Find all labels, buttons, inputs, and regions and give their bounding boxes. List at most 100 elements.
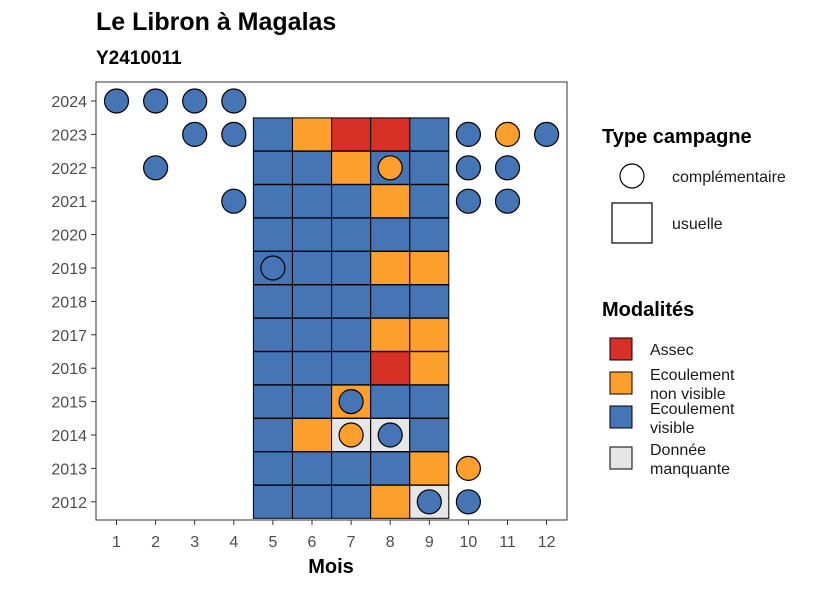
square-2014-m9 — [409, 418, 450, 452]
x-tick-label-6: 6 — [308, 534, 317, 551]
legend-circle-symbol — [619, 163, 645, 189]
legend-type: Type campagne complémentaire usuelle — [602, 126, 786, 244]
square-2017-m6 — [292, 317, 332, 352]
square-2018-m8 — [370, 284, 411, 319]
square-2012-m7 — [331, 484, 372, 519]
legend-key-visible — [609, 405, 633, 429]
square-2020-m8 — [370, 217, 411, 252]
circle-2023-m4 — [221, 121, 247, 147]
circle-2023-m3 — [182, 121, 208, 147]
legend-label-nonvisible-1: non visible — [650, 386, 726, 403]
legend-key-nonvisible — [609, 371, 633, 395]
circle-2024-m2 — [143, 88, 169, 114]
square-2020-m7 — [331, 217, 372, 252]
x-tick-label-10: 10 — [460, 534, 478, 551]
square-2015-m6 — [292, 384, 332, 419]
x-tick-label-3: 3 — [190, 534, 199, 551]
legend-label-nonvisible-0: Ecoulement — [650, 367, 735, 384]
x-tick-label-9: 9 — [425, 534, 434, 551]
square-2021-m5 — [252, 184, 293, 219]
square-2012-m5 — [252, 484, 293, 519]
y-tick-label-2022: 2022 — [51, 161, 87, 178]
legend-type-label-usuelle: usuelle — [672, 216, 723, 233]
y-tick-label-2016: 2016 — [51, 361, 87, 378]
circle-2021-m10 — [455, 188, 481, 214]
legend-label-visible-1: visible — [650, 420, 695, 437]
square-2018-m6 — [292, 284, 332, 319]
square-2017-m9 — [409, 317, 450, 352]
circle-2024-m3 — [182, 88, 208, 114]
square-2018-m5 — [252, 284, 293, 319]
square-2017-m8 — [370, 317, 411, 352]
square-2021-m8 — [370, 184, 411, 219]
circle-2021-m11 — [494, 188, 521, 214]
square-2012-m8 — [370, 484, 411, 519]
square-2014-m6 — [292, 418, 332, 452]
circle-2019-m5 — [260, 255, 286, 281]
chart-title: Le Libron à Magalas — [96, 8, 336, 36]
square-2018-m9 — [409, 284, 450, 319]
square-2023-m8 — [370, 117, 411, 152]
square-2019-m6 — [292, 251, 332, 285]
circle-2014-m8 — [377, 422, 403, 448]
circle-2024-m4 — [221, 88, 247, 114]
circle-2015-m7 — [338, 389, 364, 415]
square-2013-m9 — [409, 451, 450, 486]
square-2014-m5 — [252, 418, 293, 452]
y-tick-label-2014: 2014 — [51, 428, 87, 445]
x-axis-title: Mois — [308, 556, 354, 578]
x-tick-label-7: 7 — [347, 534, 356, 551]
squares-layer — [252, 117, 450, 519]
square-2023-m7 — [331, 117, 372, 152]
y-tick-label-2021: 2021 — [51, 194, 87, 211]
square-2013-m7 — [331, 451, 372, 486]
square-2013-m8 — [370, 451, 411, 486]
x-tick-label-5: 5 — [268, 534, 277, 551]
x-tick-label-1: 1 — [112, 534, 121, 551]
y-axis: 2024 2023 2022 2021 2020 2019 2018 2017 2016 2015… — [51, 94, 96, 512]
y-tick-label-2020: 2020 — [51, 228, 87, 245]
y-tick-label-2023: 2023 — [51, 127, 87, 144]
legend-type-label-complementaire: complémentaire — [672, 169, 786, 186]
y-tick-label-2015: 2015 — [51, 395, 87, 412]
square-2022-m7 — [331, 150, 372, 185]
legend-modalites-title: Modalités — [602, 299, 694, 321]
square-2015-m8 — [370, 384, 411, 419]
circle-2024-m1 — [103, 88, 130, 114]
x-tick-label-12: 12 — [538, 534, 556, 551]
circle-2023-m10 — [455, 121, 481, 147]
square-2021-m6 — [292, 184, 332, 219]
chart-subtitle: Y2410011 — [96, 48, 182, 69]
square-2023-m9 — [409, 117, 450, 152]
legend-key-missing — [609, 446, 633, 470]
square-2015-m9 — [409, 384, 450, 419]
square-2019-m7 — [331, 251, 372, 285]
square-2022-m6 — [292, 150, 332, 185]
circle-2022-m11 — [494, 155, 521, 181]
y-tick-label-2012: 2012 — [51, 495, 87, 512]
circle-2022-m8 — [377, 155, 403, 181]
square-2017-m5 — [252, 317, 293, 352]
square-2016-m8 — [370, 351, 411, 386]
circle-2023-m12 — [533, 121, 560, 147]
circle-2013-m10 — [455, 455, 481, 481]
square-2020-m5 — [252, 217, 293, 252]
y-tick-label-2024: 2024 — [51, 94, 87, 111]
y-tick-label-2018: 2018 — [51, 294, 87, 311]
x-axis: 1 2 3 4 5 6 7 8 9 10 11 12 — [112, 520, 556, 551]
circles-layer — [103, 88, 560, 515]
square-2019-m9 — [409, 251, 450, 285]
legend-square-symbol — [611, 202, 653, 244]
square-2021-m9 — [409, 184, 450, 219]
circle-2012-m9 — [416, 489, 442, 515]
x-tick-label-11: 11 — [499, 534, 516, 551]
square-2016-m7 — [331, 351, 372, 386]
square-2023-m6 — [292, 117, 332, 152]
circle-2022-m10 — [455, 155, 481, 181]
circle-2022-m2 — [143, 155, 169, 181]
square-2016-m6 — [292, 351, 332, 386]
legend-label-missing-0: Donnée — [650, 442, 706, 459]
circle-2014-m7 — [338, 422, 364, 448]
